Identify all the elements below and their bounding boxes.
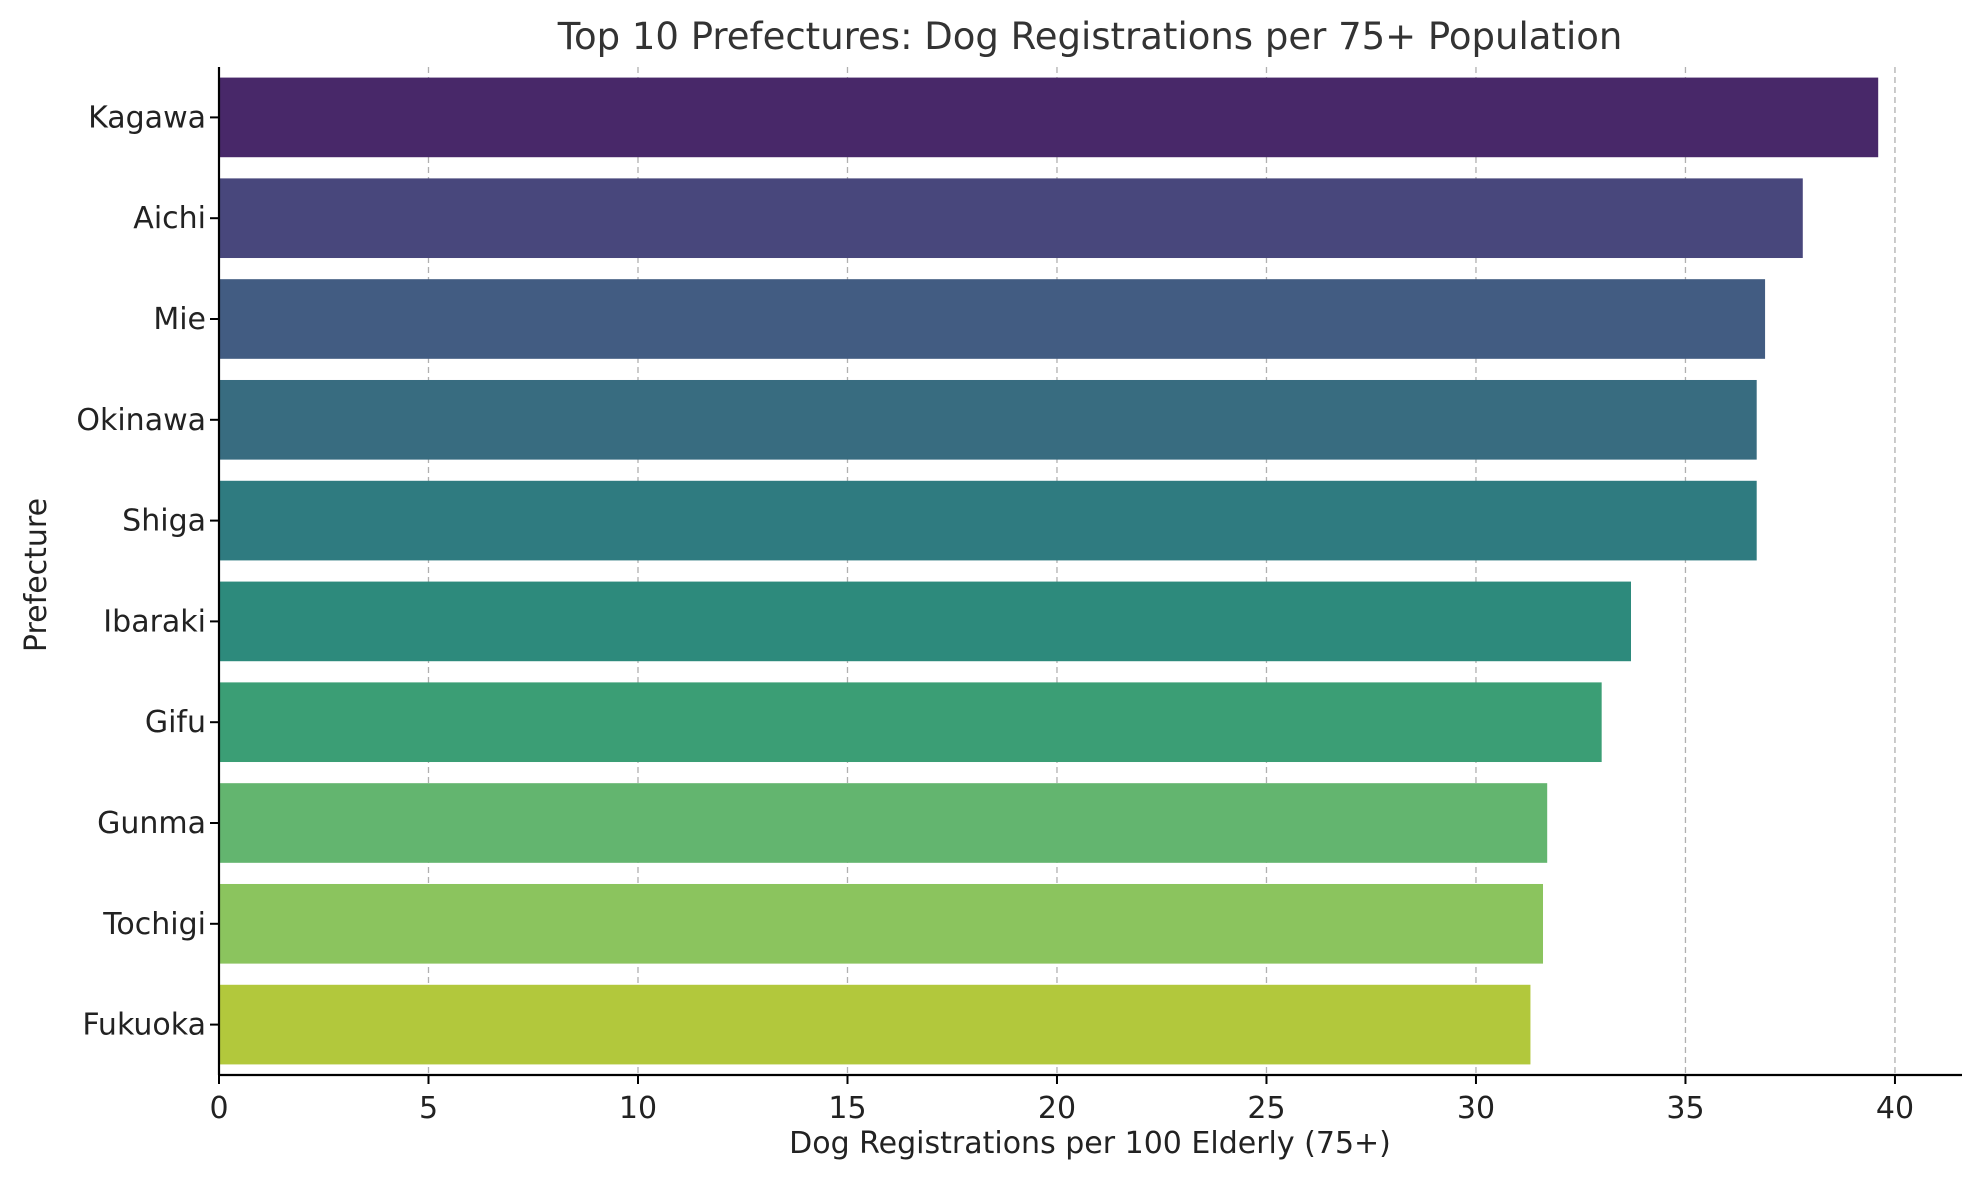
x-tick-label: 0: [209, 1091, 228, 1126]
bar-tochigi: [219, 883, 1544, 964]
category-label-okinawa: Okinawa: [76, 403, 206, 438]
x-tick-label: 15: [828, 1091, 866, 1126]
bars: [219, 77, 1879, 1065]
bar-kagawa: [219, 77, 1879, 158]
x-tick-label: 30: [1457, 1091, 1495, 1126]
category-label-aichi: Aichi: [133, 201, 206, 236]
x-tick-label: 40: [1876, 1091, 1914, 1126]
bar-fukuoka: [219, 984, 1531, 1065]
bar-gifu: [219, 682, 1602, 763]
y-axis-label: Prefecture: [19, 498, 54, 652]
bar-aichi: [219, 178, 1803, 259]
chart-title: Top 10 Prefectures: Dog Registrations pe…: [557, 15, 1623, 58]
x-axis-label: Dog Registrations per 100 Elderly (75+): [789, 1126, 1391, 1161]
bar-shiga: [219, 480, 1757, 561]
x-tick-label: 20: [1038, 1091, 1076, 1126]
x-tick-label: 25: [1247, 1091, 1285, 1126]
category-label-tochigi: Tochigi: [102, 907, 206, 942]
bar-mie: [219, 279, 1766, 359]
x-ticks: 0 5 10 15 20 25 30 35 40: [209, 1075, 1914, 1126]
category-labels: Kagawa Aichi Mie Okinawa Shiga Ibaraki Gifu Gun…: [76, 100, 219, 1043]
category-label-fukuoka: Fukuoka: [82, 1008, 206, 1043]
axes: [217, 67, 1962, 1077]
category-label-shiga: Shiga: [122, 504, 206, 539]
bar-ibaraki: [219, 581, 1631, 662]
category-label-ibaraki: Ibaraki: [103, 604, 206, 639]
category-label-gunma: Gunma: [97, 806, 206, 841]
category-label-gifu: Gifu: [145, 705, 206, 740]
category-label-mie: Mie: [153, 302, 206, 337]
bar-gunma: [219, 783, 1548, 863]
category-label-kagawa: Kagawa: [88, 100, 206, 135]
x-tick-label: 5: [419, 1091, 438, 1126]
x-tick-label: 35: [1666, 1091, 1704, 1126]
bar-okinawa: [219, 379, 1757, 460]
x-tick-label: 10: [619, 1091, 657, 1126]
